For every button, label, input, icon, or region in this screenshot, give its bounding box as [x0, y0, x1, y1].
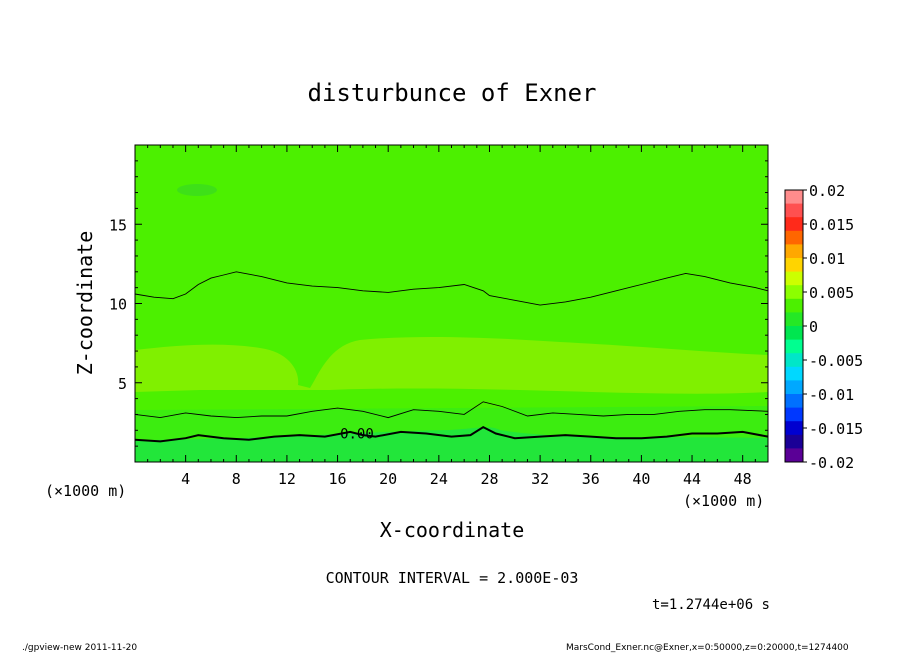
colorbar-swatch: [785, 217, 803, 232]
x-tick-label: 48: [734, 470, 752, 488]
colorbar-swatch: [785, 312, 803, 327]
negative-band-region: [135, 427, 768, 462]
x-axis-title: X-coordinate: [380, 518, 525, 542]
footer-right: MarsCond_Exner.nc@Exner,x=0:50000,z=0:20…: [566, 643, 849, 653]
colorbar-swatch: [785, 421, 803, 436]
plot-area: 0.00: [134, 144, 769, 463]
colorbar-swatch: [785, 394, 803, 409]
colorbar-swatch: [785, 244, 803, 259]
colorbar-swatch: [785, 298, 803, 313]
colorbar-swatch: [785, 366, 803, 381]
colorbar-swatch: [785, 380, 803, 395]
contour-line: [134, 271, 769, 306]
y-tick-label: 5: [118, 375, 127, 393]
x-tick-label: 32: [531, 470, 549, 488]
colorbar-label: 0.01: [809, 250, 845, 268]
colorbar-swatch: [785, 285, 803, 300]
x-unit-label: (×1000 m): [45, 482, 126, 500]
colorbar-swatch: [785, 448, 803, 463]
chart-title: disturbunce of Exner: [308, 79, 597, 107]
y-axis: 5 10 15: [109, 160, 768, 447]
x-tick-label: 4: [181, 470, 190, 488]
contour-lines: 0.00: [134, 271, 769, 443]
contour-interval-note: CONTOUR INTERVAL = 2.000E-03: [326, 569, 579, 587]
colorbar-swatch: [785, 203, 803, 218]
colorbar-label: -0.01: [809, 386, 854, 404]
colorbar-label: 0: [809, 318, 818, 336]
colorbar-label: -0.02: [809, 454, 854, 472]
small-anomaly-region: [177, 184, 217, 196]
colorbar-swatch: [785, 339, 803, 354]
contour-label: 0.00: [340, 426, 374, 442]
y-axis-title: Z-coordinate: [73, 231, 97, 376]
colorbar-swatch: [785, 434, 803, 449]
contour-line: [134, 401, 769, 419]
colorbar-swatch: [785, 258, 803, 273]
time-label: t=1.2744e+06 s: [652, 597, 770, 613]
colorbar-label: -0.005: [809, 352, 863, 370]
x-tick-label: 24: [430, 470, 448, 488]
x-tick-label: 40: [632, 470, 650, 488]
x-unit-label-right: (×1000 m): [683, 492, 764, 510]
contour-line: [134, 425, 769, 443]
colorbar-swatch: [785, 326, 803, 341]
x-tick-label: 8: [232, 470, 241, 488]
colorbar-swatch: [785, 353, 803, 368]
x-tick-label: 16: [329, 470, 347, 488]
footer-left: ./gpview-new 2011-11-20: [22, 643, 138, 653]
x-tick-label: 20: [379, 470, 397, 488]
colorbar-swatch: [785, 190, 803, 205]
colorbar-label: 0.02: [809, 182, 845, 200]
colorbar-label: -0.015: [809, 420, 863, 438]
x-tick-label: 28: [480, 470, 498, 488]
colorbar-label: 0.015: [809, 216, 854, 234]
colorbar-swatch: [785, 230, 803, 245]
x-tick-label: 36: [582, 470, 600, 488]
colorbar-swatch: [785, 271, 803, 286]
y-tick-label: 15: [109, 216, 127, 234]
x-axis: 4 8 12 16 20 24 28 32 36 40 44 48: [147, 145, 756, 488]
positive-band-region: [135, 336, 768, 394]
colorbar: 0.02 0.015 0.01 0.005 0 -0.005 -0.01 -0.015 -0.0…: [784, 182, 863, 472]
y-tick-label: 10: [109, 296, 127, 314]
colorbar-swatch: [785, 407, 803, 422]
colorbar-label: 0.005: [809, 284, 854, 302]
x-tick-label: 12: [278, 470, 296, 488]
x-tick-label: 44: [683, 470, 701, 488]
